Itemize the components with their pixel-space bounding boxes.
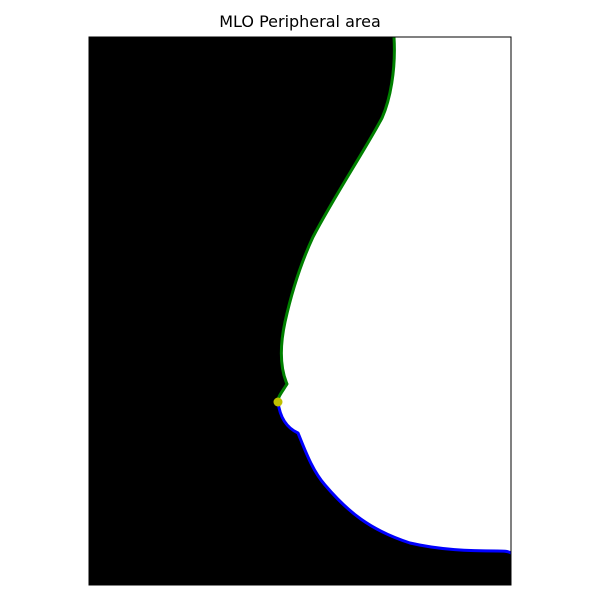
- upper-contour-line: [276, 37, 396, 404]
- lower-contour-line: [276, 400, 511, 555]
- nipple-marker: [273, 397, 283, 407]
- breast-region: [277, 37, 511, 553]
- figure-title: MLO Peripheral area: [219, 12, 381, 31]
- axes-frame: [88, 36, 512, 586]
